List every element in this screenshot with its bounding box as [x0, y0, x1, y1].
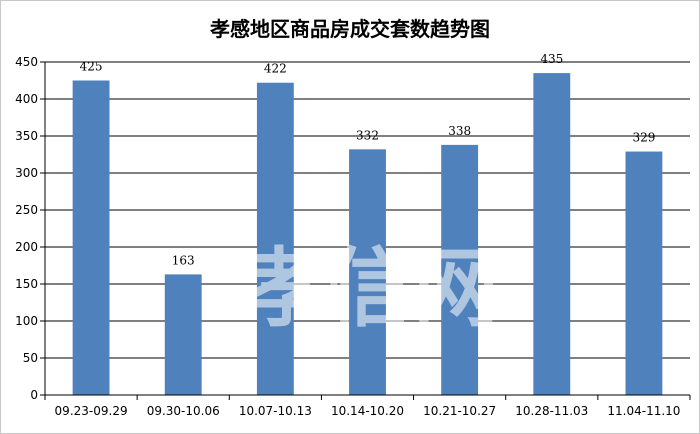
bar — [164, 274, 202, 395]
x-tick-labels: 09.23-09.29 09.30-10.06 10.07-10.13 10.14-1… — [55, 404, 681, 418]
y-tick-label: 200 — [15, 240, 38, 254]
bars — [72, 73, 663, 395]
y-tick-label: 400 — [15, 92, 38, 106]
data-label: 332 — [356, 128, 379, 142]
bar — [625, 151, 663, 395]
bar — [256, 82, 294, 395]
x-tick-label: 09.23-09.29 — [55, 404, 128, 418]
data-labels: 425 163 422 332 338 435 329 — [80, 52, 656, 267]
y-tick-label: 150 — [15, 277, 38, 291]
bar — [441, 144, 479, 395]
axes — [44, 62, 690, 396]
data-label: 425 — [80, 60, 103, 74]
bar — [533, 73, 571, 395]
y-tick-label: 300 — [15, 166, 38, 180]
x-tick-label: 10.14-10.20 — [331, 404, 404, 418]
data-label: 435 — [540, 52, 563, 66]
x-tick-label: 09.30-10.06 — [147, 404, 220, 418]
y-tick-label: 250 — [15, 203, 38, 217]
y-tick-labels: 0 50 100 150 200 250 300 350 400 450 — [15, 55, 38, 402]
data-label: 338 — [448, 124, 471, 138]
watermark: 孝信网 — [241, 239, 499, 339]
x-tick-label: 10.07-10.13 — [239, 404, 312, 418]
bar — [72, 80, 110, 395]
bar — [349, 149, 386, 395]
y-tick-label: 350 — [15, 129, 38, 143]
y-tick-label: 0 — [30, 388, 38, 402]
y-tick-label: 50 — [23, 351, 38, 365]
x-tick-label: 10.21-10.27 — [423, 404, 496, 418]
data-label: 163 — [172, 253, 195, 267]
data-label: 422 — [264, 62, 287, 76]
x-tick-label: 10.28-11.03 — [515, 404, 588, 418]
data-label: 329 — [632, 131, 655, 145]
y-tick-label: 450 — [15, 55, 38, 69]
y-tick-label: 100 — [15, 314, 38, 328]
chart-title: 孝感地区商品房成交套数趋势图 — [210, 17, 490, 41]
x-tick-label: 11.04-11.10 — [607, 404, 680, 418]
